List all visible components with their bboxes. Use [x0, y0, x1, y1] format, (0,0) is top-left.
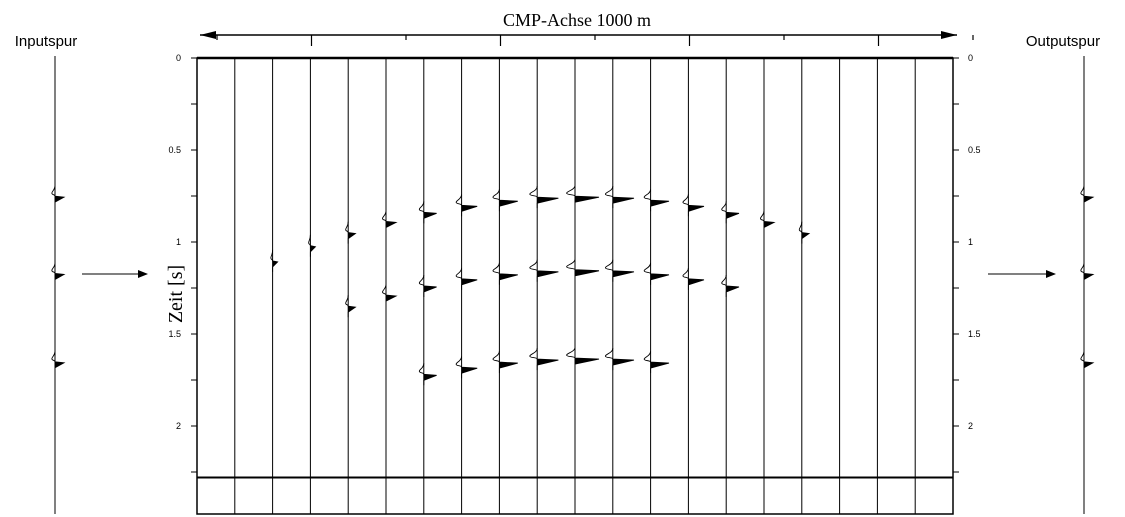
cmp-trace	[721, 58, 740, 514]
reflection-wavelet	[721, 274, 740, 297]
reflection-wavelet	[270, 249, 279, 272]
reflection-wavelet	[345, 221, 357, 244]
cmp-axis-arrowhead-right	[941, 31, 957, 39]
trace-wavelet	[1080, 350, 1095, 373]
cmp-traces	[196, 58, 954, 514]
reflection-wavelet	[604, 259, 635, 282]
left-tick-label: 2	[176, 421, 181, 431]
left-tick-label: 0.5	[168, 145, 181, 155]
cmp-axis-ticks	[216, 35, 974, 46]
reflection-wavelet	[455, 194, 478, 217]
reflection-wavelet	[566, 185, 600, 208]
cmp-trace	[308, 58, 317, 514]
left-tick-label: 1	[176, 237, 181, 247]
reflection-wavelet	[492, 189, 518, 212]
cmp-trace	[566, 58, 600, 514]
reflection-wavelet	[643, 351, 670, 374]
reflection-wavelet	[721, 201, 740, 224]
right-tick-label: 0	[968, 53, 973, 63]
reflection-wavelet	[643, 262, 670, 285]
cmp-trace	[455, 58, 478, 514]
reflection-wavelet	[455, 267, 478, 290]
reflection-wavelet	[382, 210, 398, 233]
cmp-trace	[345, 58, 357, 514]
right-tick-label: 1	[968, 237, 973, 247]
input-trace-wavelets	[51, 185, 66, 373]
reflection-wavelet	[492, 262, 518, 285]
reflection-wavelet	[345, 295, 357, 318]
trace-wavelet	[51, 350, 66, 373]
reflection-wavelet	[529, 348, 559, 371]
cmp-trace	[604, 58, 635, 514]
reflection-wavelet	[382, 284, 398, 307]
cmp-trace	[798, 58, 811, 514]
right-tick-label: 2	[968, 421, 973, 431]
cmp-trace	[270, 58, 279, 514]
reflection-wavelet	[566, 347, 600, 370]
cmp-trace	[760, 58, 776, 514]
reflection-wavelet	[455, 356, 478, 379]
reflection-wavelet	[308, 234, 317, 257]
trace-wavelet	[51, 185, 66, 208]
left-tick-label: 1.5	[168, 329, 181, 339]
right-tick-label: 0.5	[968, 145, 981, 155]
output-trace-label: Outputspur	[1026, 33, 1100, 50]
right-time-axis: 0 0.5 1 1.5 2	[953, 53, 981, 473]
left-time-axis: 0 0.5 1 1.5 2	[168, 53, 197, 473]
cmp-axis-title: CMP-Achse 1000 m	[503, 10, 651, 30]
reflection-wavelet	[529, 186, 559, 209]
cmp-trace	[492, 58, 518, 514]
reflection-wavelet	[418, 274, 437, 297]
time-axis-label: Zeit [s]	[165, 265, 187, 323]
reflection-wavelet	[798, 221, 811, 244]
cmp-trace	[529, 58, 559, 514]
cmp-trace	[382, 58, 398, 514]
reflection-wavelet	[760, 210, 776, 233]
trace-wavelet	[1080, 185, 1095, 208]
cmp-trace	[682, 58, 705, 514]
cmp-axis-arrowhead-left	[200, 31, 216, 39]
reflection-wavelet	[604, 348, 635, 371]
reflection-wavelet	[682, 194, 705, 217]
left-tick-label: 0	[176, 53, 181, 63]
reflection-wavelet	[566, 258, 600, 281]
reflection-wavelet	[418, 201, 437, 224]
reflection-wavelet	[529, 259, 559, 282]
output-trace-wavelets	[1080, 185, 1095, 373]
reflection-wavelet	[604, 186, 635, 209]
cmp-trace	[418, 58, 437, 514]
reflection-wavelet	[492, 351, 518, 374]
reflection-wavelet	[418, 363, 437, 386]
reflection-wavelet	[682, 267, 705, 290]
right-tick-label: 1.5	[968, 329, 981, 339]
input-trace-label: Inputspur	[15, 33, 78, 50]
cmp-trace	[643, 58, 670, 514]
reflection-wavelet	[643, 189, 670, 212]
trace-wavelet	[51, 262, 66, 285]
trace-wavelet	[1080, 262, 1095, 285]
